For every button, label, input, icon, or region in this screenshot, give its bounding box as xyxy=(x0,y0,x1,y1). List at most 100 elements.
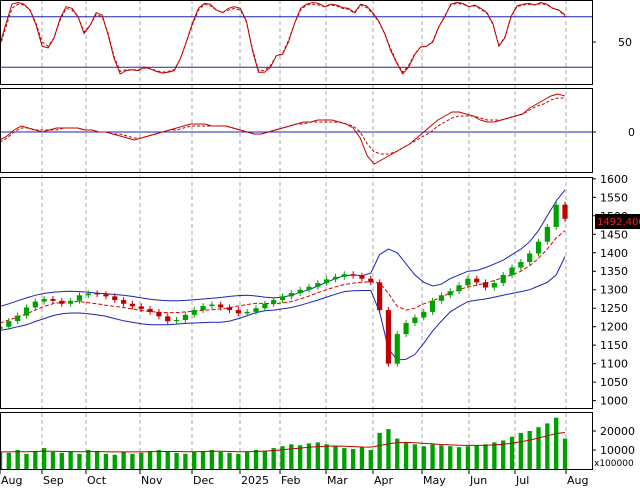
candle-body xyxy=(68,300,74,304)
candle-body xyxy=(191,310,197,315)
candle-body xyxy=(368,278,374,283)
candle-body xyxy=(491,283,497,288)
volume-bar xyxy=(271,448,276,469)
panel-frames xyxy=(0,0,593,470)
price-tick-label: 1600 xyxy=(600,173,628,186)
candle-body xyxy=(421,311,427,318)
candle-body xyxy=(85,293,91,296)
volume-bar xyxy=(174,452,179,469)
candle-body xyxy=(429,300,436,312)
candle-body xyxy=(394,334,400,364)
candle-body xyxy=(412,317,418,323)
candle-body xyxy=(500,274,506,284)
volume-bar xyxy=(562,438,568,469)
stoch-d-line xyxy=(0,2,566,74)
candle-body xyxy=(509,267,515,275)
volume-bar xyxy=(227,452,232,469)
volume-bar xyxy=(165,451,170,469)
x-tick-label: Dec xyxy=(193,474,214,487)
candle-body xyxy=(544,226,550,242)
volume-bar xyxy=(545,423,550,469)
candle-body xyxy=(32,301,38,308)
volume-bar xyxy=(359,447,365,469)
volume-bar xyxy=(6,452,12,469)
panel-border xyxy=(0,0,593,85)
candle-body xyxy=(200,305,206,311)
volume-bar xyxy=(474,445,479,469)
volume-bar xyxy=(439,445,444,469)
candle-body xyxy=(474,278,480,283)
volume-bar xyxy=(59,452,64,469)
moving-average-line xyxy=(0,230,566,324)
candle-body xyxy=(306,286,312,290)
volume-bar xyxy=(209,450,215,469)
candle-body xyxy=(226,307,233,311)
volume-bar xyxy=(121,451,126,469)
x-axis: Aug Sep Oct Nov Dec 2025 Feb Mar Apr May Jun Jul Aug xyxy=(0,469,588,487)
volume-bar xyxy=(130,453,135,469)
x-tick-label: Jun xyxy=(469,474,487,487)
candle-body xyxy=(271,300,277,304)
candle-body xyxy=(456,285,462,292)
volume-tick-label: 20000 xyxy=(600,425,635,438)
volume-panel: 20000 10000 x100000 xyxy=(0,417,635,469)
volume-bar xyxy=(24,453,29,469)
volume-bar xyxy=(297,445,303,469)
x-tick-label: 2025 xyxy=(241,474,269,487)
volume-bar xyxy=(156,450,162,469)
panel-border xyxy=(0,177,593,409)
oscillator-panel: 0 xyxy=(0,93,635,165)
volume-bar xyxy=(68,451,73,469)
price-tick-label: 1150 xyxy=(600,339,628,352)
last-price-badge: 1492.400 xyxy=(595,214,640,229)
candle-body xyxy=(209,304,215,306)
candle-body xyxy=(147,308,153,312)
volume-bar xyxy=(218,451,223,469)
candle-body xyxy=(15,315,21,322)
candle-body xyxy=(253,308,259,312)
candle-body xyxy=(332,276,339,280)
volume-bar xyxy=(536,427,541,469)
volume-bar xyxy=(289,444,294,469)
stoch-tick-label: 50 xyxy=(618,36,632,49)
price-tick-label: 1350 xyxy=(600,265,628,278)
x-tick-label: Aug xyxy=(567,474,588,487)
candle-body xyxy=(218,304,224,308)
candle-body xyxy=(279,296,286,301)
price-tick-label: 1300 xyxy=(600,284,628,297)
candle-body xyxy=(482,282,489,288)
candle-body xyxy=(94,293,100,295)
volume-bar xyxy=(395,438,400,469)
volume-bar xyxy=(280,446,285,469)
last-price-badge-bg xyxy=(595,214,640,229)
volume-bar xyxy=(139,452,144,469)
osc-tick-label: 0 xyxy=(628,126,635,139)
bollinger-upper-line xyxy=(0,189,566,307)
candle-body xyxy=(527,253,533,263)
candle-body xyxy=(324,279,330,284)
volume-bar xyxy=(430,444,435,469)
volume-bar xyxy=(492,442,497,469)
candle-body xyxy=(59,300,65,304)
volume-bar xyxy=(333,446,338,469)
price-tick-label: 1100 xyxy=(600,358,628,371)
volume-bar xyxy=(553,417,559,469)
volume-ma-line xyxy=(0,432,566,453)
candle-body xyxy=(385,310,392,364)
price-tick-label: 1450 xyxy=(600,228,628,241)
volume-unit-label: x100000 xyxy=(594,459,634,469)
volume-bar xyxy=(262,450,268,469)
panel-border xyxy=(0,412,593,470)
volume-bar xyxy=(527,431,532,469)
volume-bar xyxy=(200,450,206,469)
volume-bar xyxy=(386,429,391,469)
candle-body xyxy=(553,204,559,227)
volume-tick-label: 10000 xyxy=(600,444,635,457)
candle-body xyxy=(341,274,347,277)
candle-body xyxy=(112,296,118,301)
x-tick-label: Nov xyxy=(141,474,163,487)
price-tick-label: 1400 xyxy=(600,247,628,260)
candle-body xyxy=(377,282,383,311)
candle-body xyxy=(244,311,250,314)
